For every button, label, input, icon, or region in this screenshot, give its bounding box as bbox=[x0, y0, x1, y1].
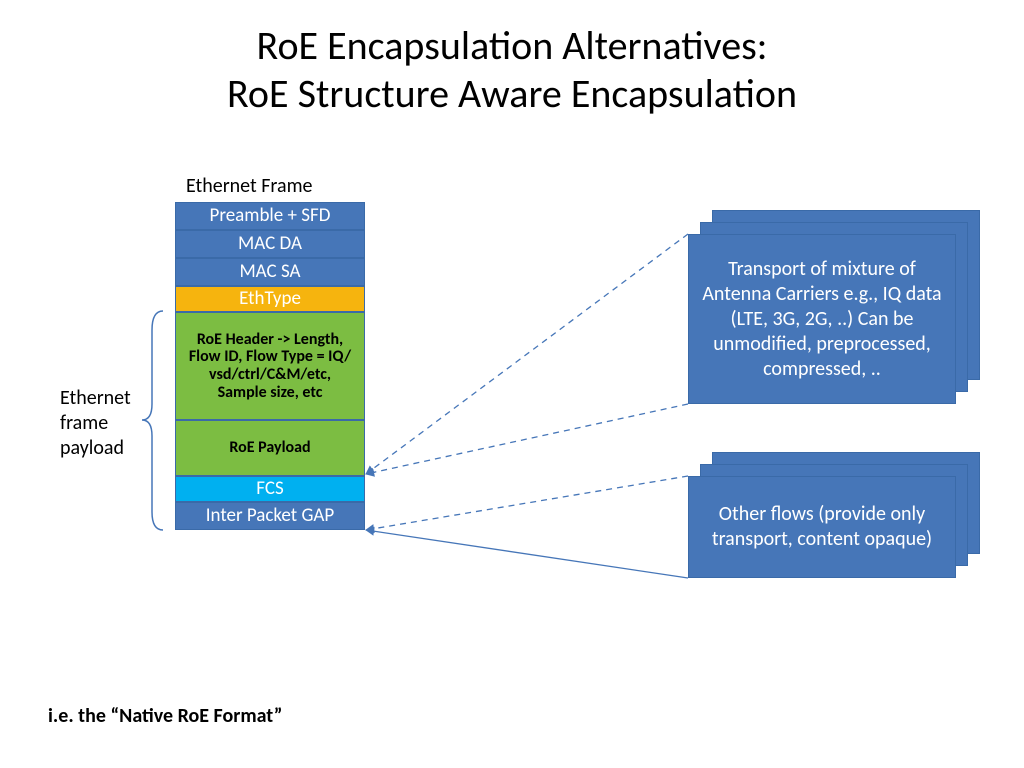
stack-ipg: Inter Packet GAP bbox=[175, 502, 365, 530]
stack-fcs: FCS bbox=[175, 476, 365, 502]
stack-roe-payload: RoE Payload bbox=[175, 420, 365, 476]
title-line-1: RoE Encapsulation Alternatives: bbox=[257, 21, 768, 70]
stack-preamble: Preamble + SFD bbox=[175, 202, 365, 230]
stack-roe-header: RoE Header -> Length, Flow ID, Flow Type… bbox=[175, 312, 365, 420]
card-stack-transport: Transport of mixture of Antenna Carriers… bbox=[688, 210, 980, 404]
card-other-flows: Other flows (provide only transport, con… bbox=[688, 476, 956, 578]
ethernet-frame-label: Ethernet Frame bbox=[186, 174, 313, 198]
ethernet-frame-stack: Preamble + SFD MAC DA MAC SA EthType RoE… bbox=[175, 202, 365, 530]
payload-label-l3: payload bbox=[60, 436, 124, 460]
title-line-2: RoE Structure Aware Encapsulation bbox=[227, 69, 797, 118]
payload-label-l2: frame bbox=[60, 411, 108, 435]
payload-label-l1: Ethernet bbox=[60, 386, 131, 410]
card-transport: Transport of mixture of Antenna Carriers… bbox=[688, 234, 956, 404]
card-stack-other-flows: Other flows (provide only transport, con… bbox=[688, 452, 980, 578]
stack-ethtype: EthType bbox=[175, 286, 365, 312]
stack-mac-da: MAC DA bbox=[175, 230, 365, 258]
footnote: i.e. the “Native RoE Format” bbox=[48, 704, 282, 728]
stack-mac-sa: MAC SA bbox=[175, 258, 365, 286]
